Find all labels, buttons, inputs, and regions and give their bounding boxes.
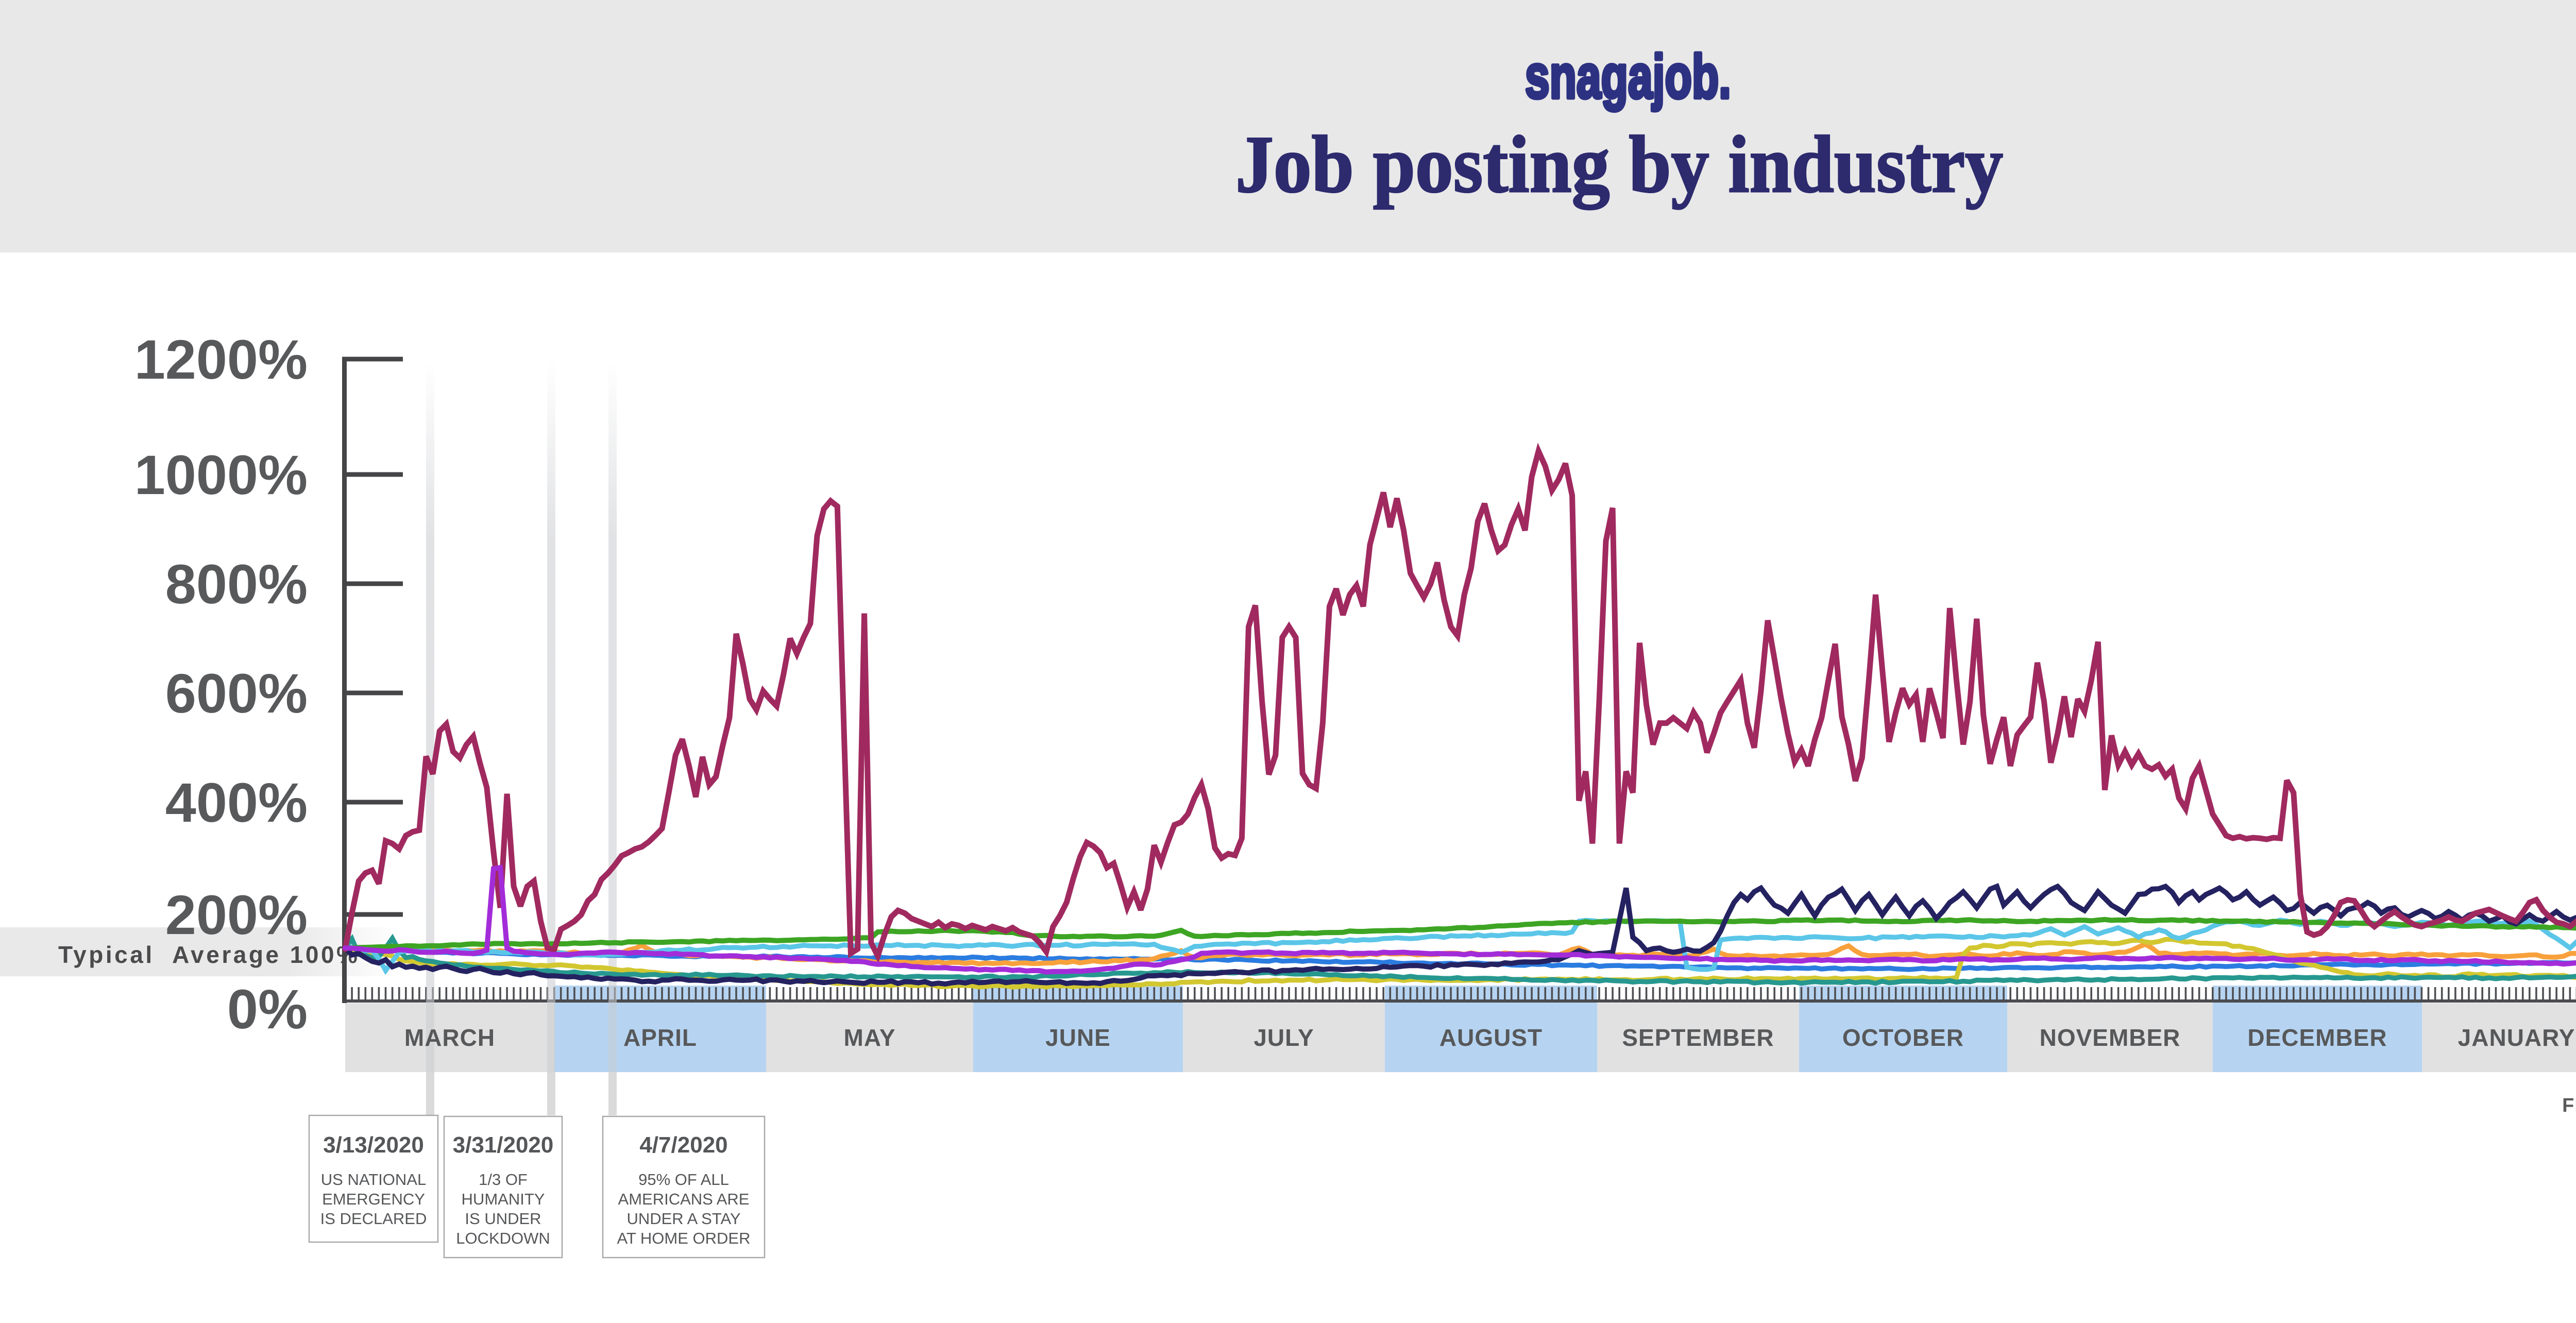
- svg-text:1200%: 1200%: [134, 328, 308, 391]
- svg-text:1/3 OF: 1/3 OF: [479, 1171, 528, 1189]
- svg-text:APRIL: APRIL: [623, 1024, 697, 1051]
- svg-text:600%: 600%: [165, 662, 308, 724]
- svg-text:1000%: 1000%: [134, 444, 308, 506]
- svg-text:SEPTEMBER: SEPTEMBER: [1622, 1024, 1774, 1051]
- svg-text:AT HOME ORDER: AT HOME ORDER: [617, 1229, 751, 1247]
- svg-text:EMERGENCY: EMERGENCY: [322, 1190, 425, 1208]
- svg-text:LOCKDOWN: LOCKDOWN: [456, 1229, 550, 1247]
- svg-text:200%: 200%: [165, 884, 308, 946]
- svg-text:FEBRUARY: FEBRUARY: [2562, 1095, 2576, 1116]
- svg-text:400%: 400%: [165, 771, 308, 834]
- svg-text:3/31/2020: 3/31/2020: [453, 1132, 554, 1158]
- svg-text:4/7/2020: 4/7/2020: [639, 1132, 727, 1158]
- svg-text:JUNE: JUNE: [1045, 1024, 1111, 1051]
- svg-text:800%: 800%: [165, 553, 308, 615]
- svg-text:Typical Average 100%: Typical Average 100%: [58, 941, 360, 968]
- svg-text:IS DECLARED: IS DECLARED: [320, 1210, 427, 1228]
- svg-text:0%: 0%: [227, 978, 308, 1040]
- svg-text:IS UNDER: IS UNDER: [465, 1210, 541, 1228]
- svg-text:AUGUST: AUGUST: [1439, 1024, 1543, 1051]
- svg-text:JULY: JULY: [1253, 1024, 1314, 1051]
- svg-text:95% OF ALL: 95% OF ALL: [638, 1171, 729, 1189]
- svg-text:OCTOBER: OCTOBER: [1842, 1024, 1964, 1051]
- svg-text:snagajob.: snagajob.: [1525, 42, 1731, 111]
- svg-text:NOVEMBER: NOVEMBER: [2040, 1024, 2181, 1051]
- svg-text:3/13/2020: 3/13/2020: [323, 1132, 424, 1158]
- svg-text:US NATIONAL: US NATIONAL: [321, 1171, 426, 1189]
- svg-text:AMERICANS ARE: AMERICANS ARE: [618, 1190, 750, 1208]
- svg-text:UNDER A STAY: UNDER A STAY: [626, 1210, 740, 1228]
- svg-text:DECEMBER: DECEMBER: [2247, 1024, 2387, 1051]
- svg-text:MAY: MAY: [844, 1024, 896, 1051]
- svg-text:MARCH: MARCH: [404, 1024, 495, 1051]
- svg-text:Job posting by industry: Job posting by industry: [1235, 120, 2003, 210]
- svg-text:HUMANITY: HUMANITY: [462, 1190, 545, 1208]
- svg-text:JANUARY: JANUARY: [2458, 1024, 2575, 1051]
